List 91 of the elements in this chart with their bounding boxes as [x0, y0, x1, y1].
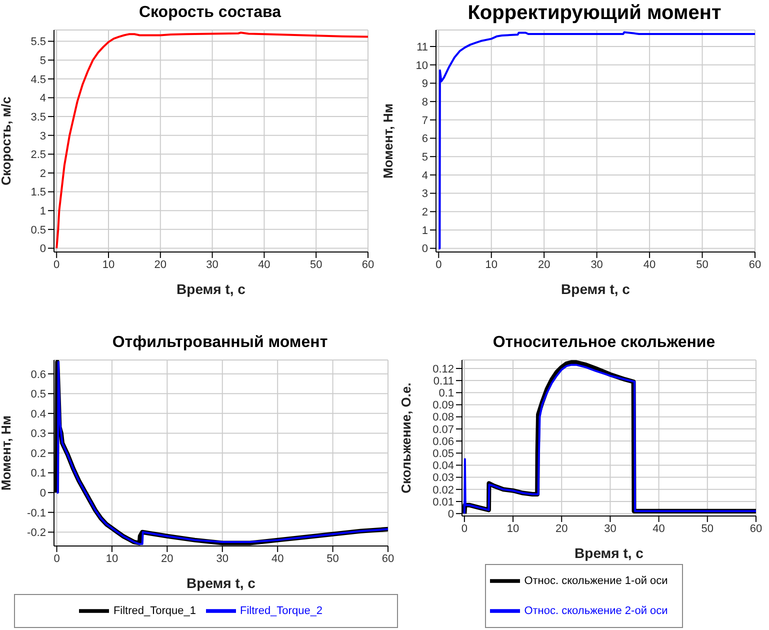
y-tick-label: 3	[40, 130, 46, 142]
y-tick-label: 9	[422, 78, 428, 90]
x-tick-label: 60	[748, 258, 762, 271]
y-tick-label: -0.2	[27, 527, 46, 540]
y-tick-label: 5	[422, 152, 428, 164]
y-tick-label: 0.05	[432, 448, 454, 460]
y-tick-label: 5	[40, 55, 46, 68]
x-tick-label: 30	[206, 258, 218, 271]
x-tick-label: 10	[485, 258, 498, 271]
x-tick-label: 60	[382, 552, 394, 565]
y-tick-label: 0.5	[30, 388, 46, 401]
chart-title: Корректирующий момент	[466, 1, 722, 26]
y-tick-label: 0.5	[30, 224, 46, 236]
x-tick-label: 10	[102, 258, 115, 271]
x-tick-label: 50	[326, 552, 339, 565]
y-tick-label: 3.5	[30, 111, 46, 124]
y-tick-label: 11	[416, 41, 428, 54]
y-tick-label: 0.3	[30, 428, 46, 440]
y-tick-label: 0.09	[432, 400, 454, 412]
x-tick-label: 40	[258, 258, 270, 271]
y-tick-label: 4	[40, 92, 46, 105]
chart-title: Отфильтрованный момент	[111, 333, 329, 353]
y-axis-title: Скорость, м/с	[0, 96, 14, 186]
y-tick-label: 0.02	[432, 484, 454, 496]
y-tick-label: 0.04	[432, 460, 454, 472]
x-tick-label: 10	[506, 522, 520, 535]
y-tick-label: 0.06	[432, 436, 454, 448]
y-tick-label: 1	[422, 224, 428, 237]
y-tick-label: 3	[422, 188, 428, 200]
y-tick-label: 4	[422, 170, 428, 182]
y-tick-label: 2.5	[30, 149, 46, 162]
x-tick-label: 0	[461, 522, 468, 535]
y-tick-label: 1.5	[30, 186, 46, 199]
y-tick-label: 0	[448, 508, 454, 520]
y-axis-title: Момент, Нм	[380, 104, 396, 178]
y-axis-title: Скольжение, О.е.	[398, 382, 414, 494]
y-tick-label: 0	[422, 243, 428, 256]
x-tick-label: 10	[106, 552, 118, 565]
y-tick-label: 0.2	[30, 448, 46, 460]
y-tick-label: 5.5	[30, 36, 46, 48]
y-tick-label: 10	[416, 60, 428, 72]
y-tick-label: 1	[40, 206, 46, 218]
y-tick-label: 0.6	[30, 368, 46, 381]
y-tick-label: 0	[40, 243, 46, 256]
y-tick-label: 0.07	[432, 424, 454, 436]
chart-title: Относительное скольжение	[492, 333, 716, 353]
x-tick-label: 30	[590, 258, 603, 271]
y-tick-label: 2	[422, 206, 428, 219]
x-tick-label: 20	[555, 522, 568, 535]
x-axis-title: Время t, с	[561, 281, 630, 297]
y-tick-label: -0.1	[27, 507, 46, 520]
x-tick-label: 50	[701, 522, 714, 535]
x-tick-label: 30	[216, 552, 229, 565]
x-tick-label: 50	[310, 258, 322, 271]
y-tick-label: 7	[422, 114, 428, 127]
x-tick-label: 20	[538, 258, 550, 271]
y-tick-label: 4.5	[30, 74, 46, 86]
x-tick-label: 40	[652, 522, 665, 535]
x-tick-label: 20	[154, 258, 167, 271]
y-tick-label: 0.01	[432, 496, 454, 508]
x-tick-label: 60	[750, 522, 762, 535]
legend-label: Относ. скольжение 2-ой оси	[524, 604, 668, 617]
y-tick-label: 0.11	[433, 375, 454, 388]
y-axis-title: Момент, Нм	[0, 416, 14, 490]
x-tick-label: 40	[643, 258, 656, 271]
legend-label: Filtred_Torque_2	[240, 604, 323, 617]
y-tick-label: 2	[40, 168, 46, 180]
y-tick-label: 0.08	[432, 412, 454, 424]
x-tick-label: 0	[54, 552, 60, 565]
y-tick-label: 6	[422, 133, 428, 146]
x-tick-label: 30	[604, 522, 616, 535]
x-axis-title: Время t, с	[186, 575, 256, 591]
y-tick-label: 0.1	[30, 468, 46, 480]
line-series	[56, 32, 368, 250]
x-tick-label: 60	[362, 258, 374, 271]
x-tick-label: 20	[161, 552, 174, 565]
y-tick-label: 0.1	[438, 388, 454, 400]
y-tick-label: 0	[40, 487, 46, 500]
y-tick-label: 0.12	[432, 363, 454, 376]
y-tick-label: 0.4	[30, 408, 46, 420]
x-axis-title: Время t, с	[176, 281, 246, 297]
x-tick-label: 40	[271, 552, 284, 565]
x-tick-label: 0	[54, 258, 60, 271]
y-tick-label: 0.03	[432, 472, 454, 484]
legend-label: Относ. скольжение 1-ой оси	[524, 574, 668, 587]
y-tick-label: 8	[422, 96, 428, 108]
chart-title: Скорость состава	[138, 3, 282, 23]
legend-label: Filtred_Torque_1	[113, 604, 196, 617]
x-axis-title: Время t, с	[574, 545, 644, 561]
line-series	[438, 31, 755, 250]
x-tick-label: 50	[696, 258, 708, 271]
